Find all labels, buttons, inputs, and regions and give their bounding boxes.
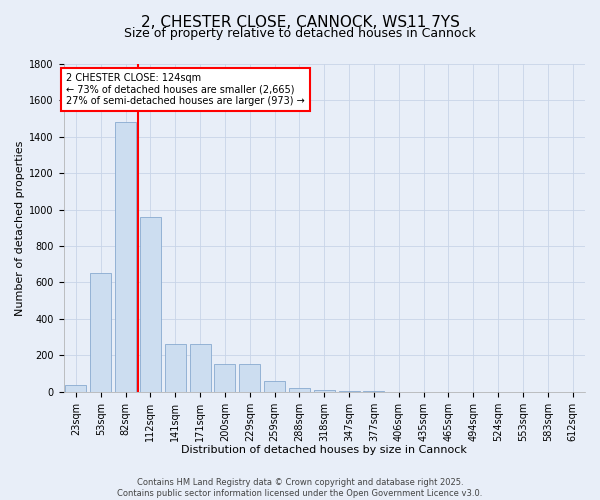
Bar (115, 122, 136, 392)
Bar (190, 344, 211, 392)
Bar (364, 391, 385, 392)
Text: 2, CHESTER CLOSE, CANNOCK, WS11 7YS: 2, CHESTER CLOSE, CANNOCK, WS11 7YS (140, 15, 460, 30)
Bar (338, 391, 359, 392)
X-axis label: Distribution of detached houses by size in Cannock: Distribution of detached houses by size … (181, 445, 467, 455)
Text: 2 CHESTER CLOSE: 124sqm
← 73% of detached houses are smaller (2,665)
27% of semi: 2 CHESTER CLOSE: 124sqm ← 73% of detache… (66, 73, 305, 106)
Y-axis label: Number of detached properties: Number of detached properties (15, 140, 25, 316)
Text: Size of property relative to detached houses in Cannock: Size of property relative to detached ho… (124, 28, 476, 40)
Bar (65, 385, 86, 392)
Text: Contains HM Land Registry data © Crown copyright and database right 2025.
Contai: Contains HM Land Registry data © Crown c… (118, 478, 482, 498)
Bar (289, 388, 310, 392)
Bar (90, 274, 112, 392)
Bar (140, 217, 161, 392)
Bar (165, 344, 186, 392)
Bar (214, 364, 235, 392)
Bar (264, 381, 285, 392)
Bar (314, 390, 335, 392)
Bar (239, 364, 260, 392)
